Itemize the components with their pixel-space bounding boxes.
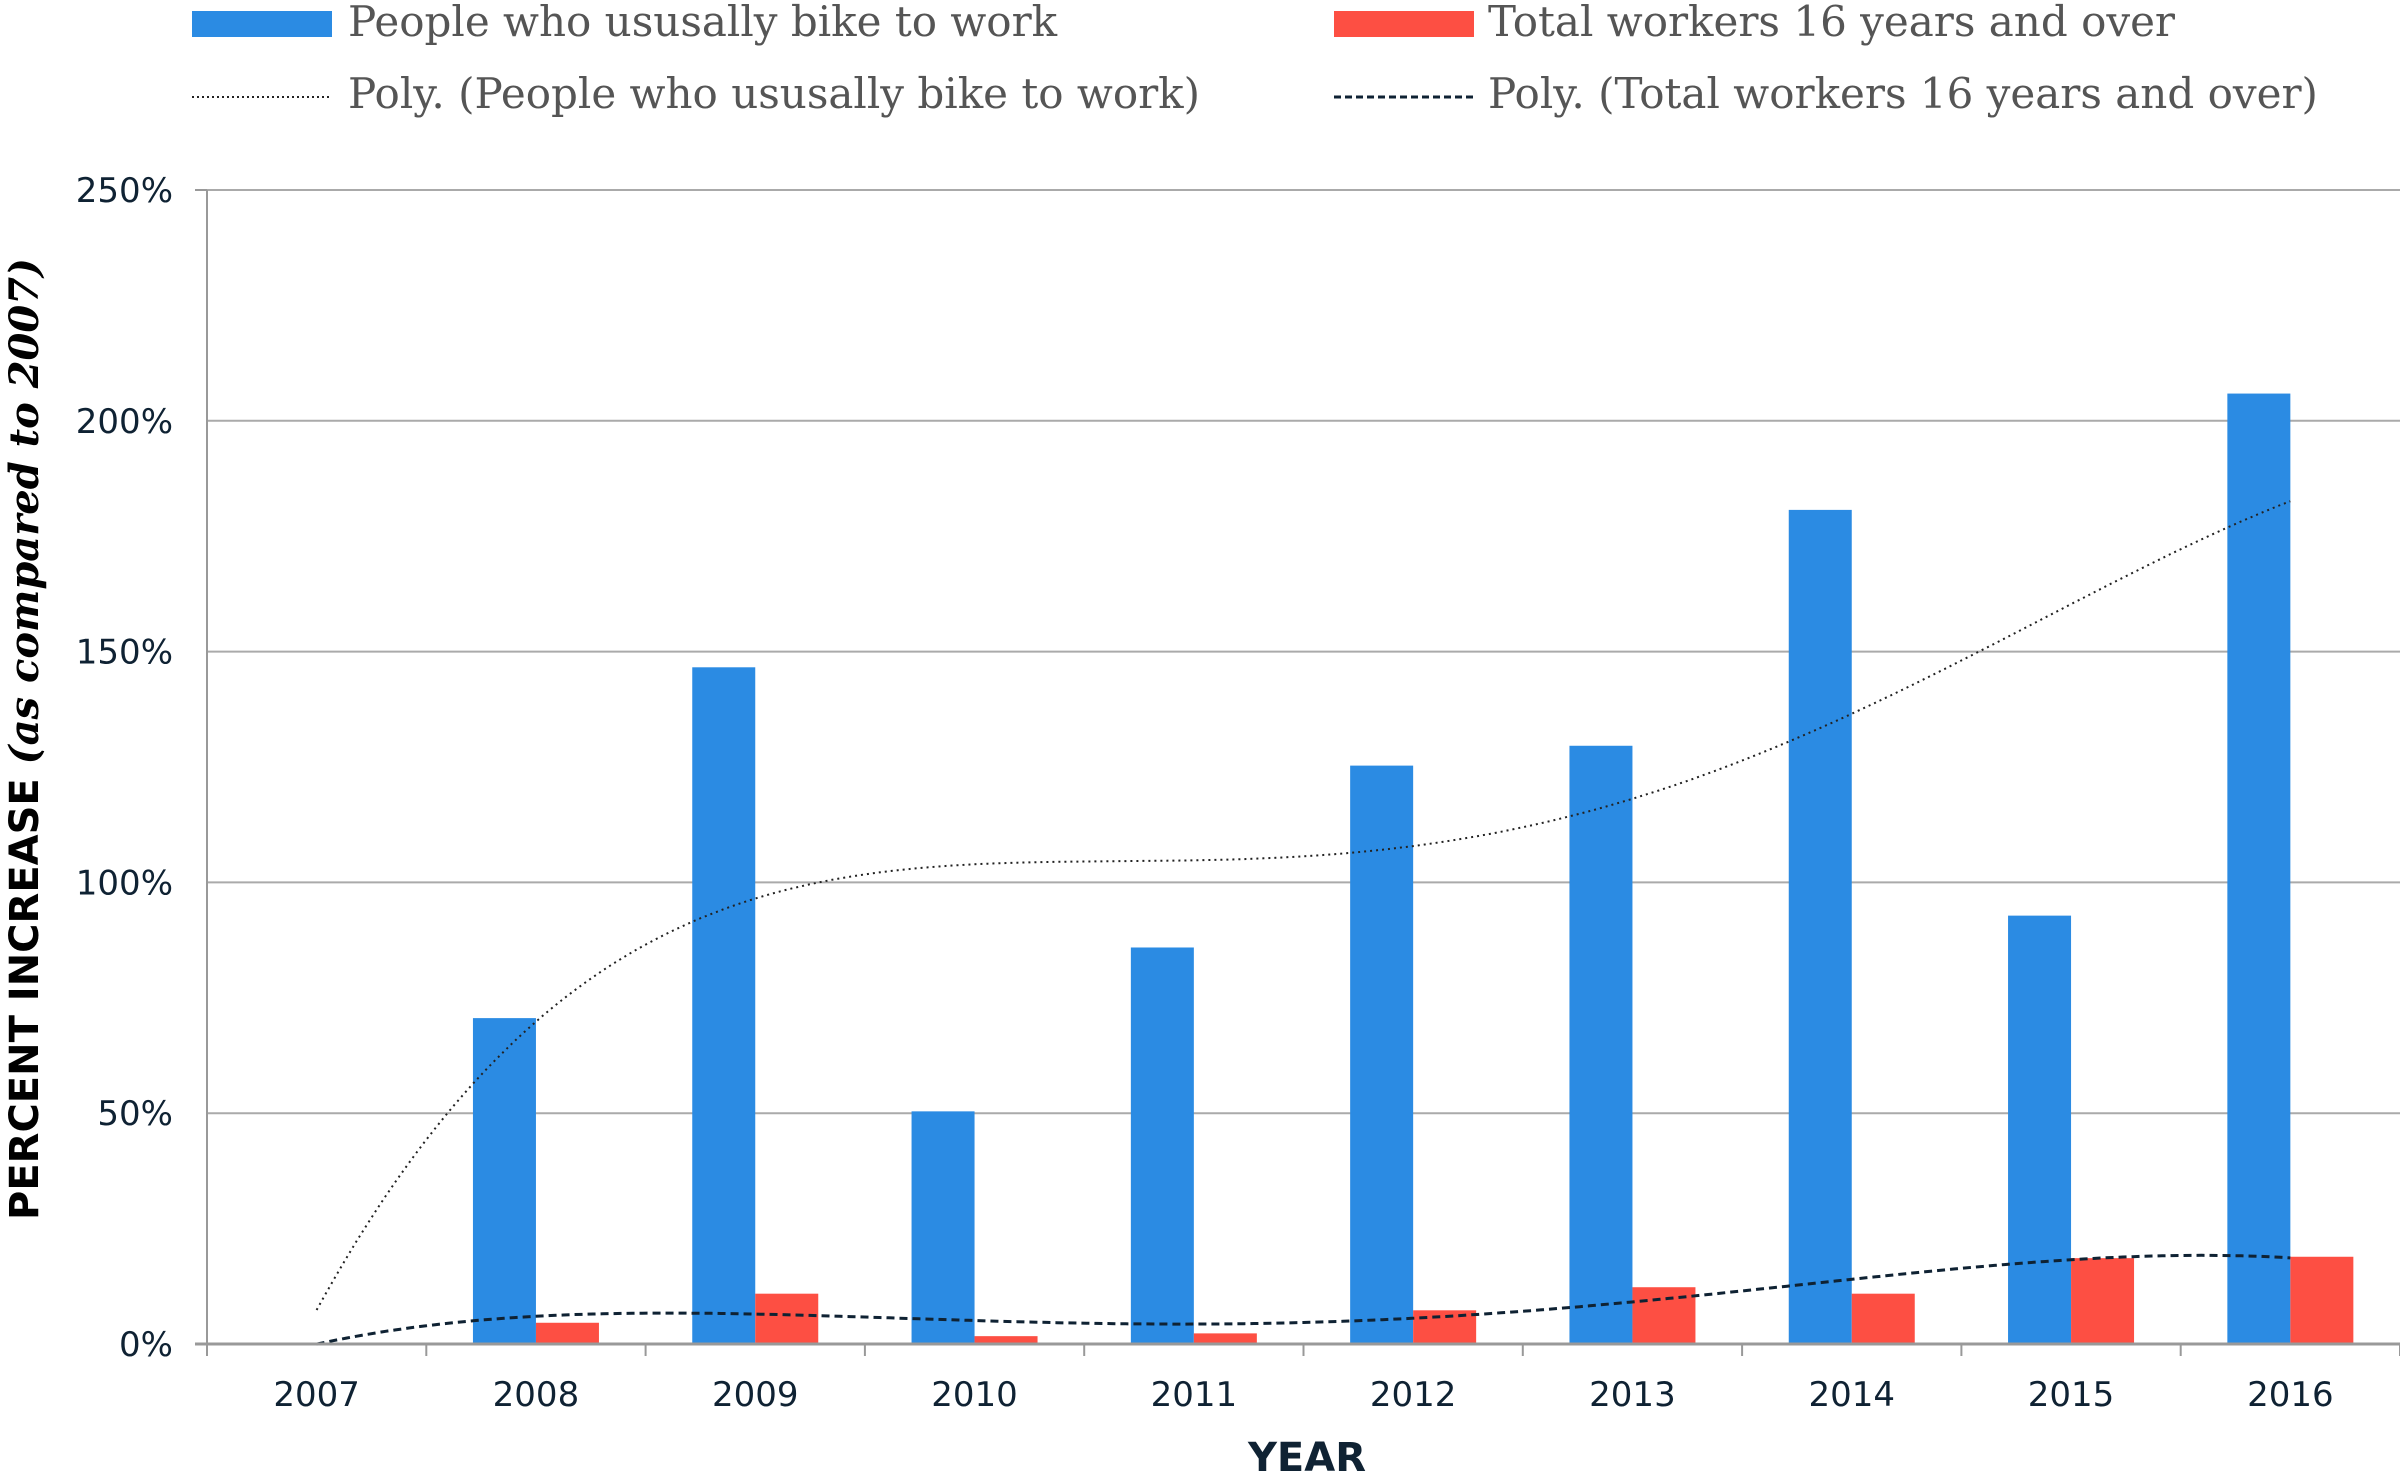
x-tick-label: 2014 xyxy=(1808,1375,1895,1415)
x-tick-label: 2016 xyxy=(2247,1375,2334,1415)
x-tick-label: 2012 xyxy=(1370,1375,1457,1415)
y-axis-title-note: (as compared to 2007) xyxy=(1,258,48,764)
x-axis-title: YEAR xyxy=(1247,1435,1366,1471)
legend-label-bike-trend: Poly. (People who ususally bike to work) xyxy=(348,69,1200,118)
x-tick-label: 2009 xyxy=(712,1375,799,1415)
y-axis-title: PERCENT INCREASE (as compared to 2007) xyxy=(1,258,48,1220)
legend-swatch-bike xyxy=(192,11,332,37)
axes xyxy=(195,189,2400,1356)
bar-bike-2009 xyxy=(692,667,756,1344)
x-tick-label: 2008 xyxy=(493,1375,580,1415)
bar-bike-2015 xyxy=(2008,915,2072,1344)
y-axis-title-main: PERCENT INCREASE xyxy=(2,778,48,1220)
bar-workers-2016 xyxy=(2290,1256,2354,1344)
legend-label-bike: People who ususally bike to work xyxy=(348,0,1058,46)
x-tick-label: 2013 xyxy=(1589,1375,1676,1415)
y-tick-label: 50% xyxy=(97,1094,173,1134)
bar-bike-2013 xyxy=(1569,745,1633,1344)
legend-label-workers: Total workers 16 years and over xyxy=(1488,0,2176,46)
y-tick-label: 100% xyxy=(76,863,173,903)
bar-workers-2008 xyxy=(535,1322,599,1344)
legend-swatch-workers xyxy=(1334,11,1474,37)
bar-workers-2012 xyxy=(1413,1310,1477,1344)
trendline-workers xyxy=(316,1253,2291,1346)
bar-bike-2008 xyxy=(472,1018,536,1344)
legend-label-workers-trend: Poly. (Total workers 16 years and over) xyxy=(1488,69,2318,118)
bar-workers-2015 xyxy=(2071,1258,2135,1344)
y-axis-ticks: 0% 50% 100% 150% 200% 250% xyxy=(76,171,173,1365)
y-tick-label: 0% xyxy=(119,1325,173,1365)
x-tick-label: 2011 xyxy=(1151,1375,1238,1415)
bar-workers-2010 xyxy=(974,1336,1038,1344)
bar-bike-2012 xyxy=(1350,765,1414,1344)
x-tick-label: 2010 xyxy=(931,1375,1018,1415)
x-tick-label: 2015 xyxy=(2028,1375,2115,1415)
bars xyxy=(472,393,2354,1344)
bar-bike-2011 xyxy=(1130,947,1194,1344)
bar-workers-2014 xyxy=(1851,1293,1915,1344)
bar-bike-2016 xyxy=(2227,393,2291,1344)
y-tick-label: 150% xyxy=(76,633,173,673)
x-tick-label: 2007 xyxy=(273,1375,360,1415)
trendlines xyxy=(315,500,2291,1346)
legend: People who ususally bike to work Total w… xyxy=(192,0,2318,118)
bar-workers-2011 xyxy=(1193,1333,1257,1344)
x-axis-ticks: 2007 2008 2009 2010 2011 2012 2013 2014 2015 2016 xyxy=(273,1375,2333,1415)
y-tick-label: 200% xyxy=(76,402,173,442)
bar-bike-2014 xyxy=(1788,509,1852,1344)
trendline-bike xyxy=(315,500,2291,1311)
bar-bike-2010 xyxy=(911,1111,975,1344)
bar-workers-2009 xyxy=(755,1293,819,1344)
y-tick-label: 250% xyxy=(76,171,173,211)
